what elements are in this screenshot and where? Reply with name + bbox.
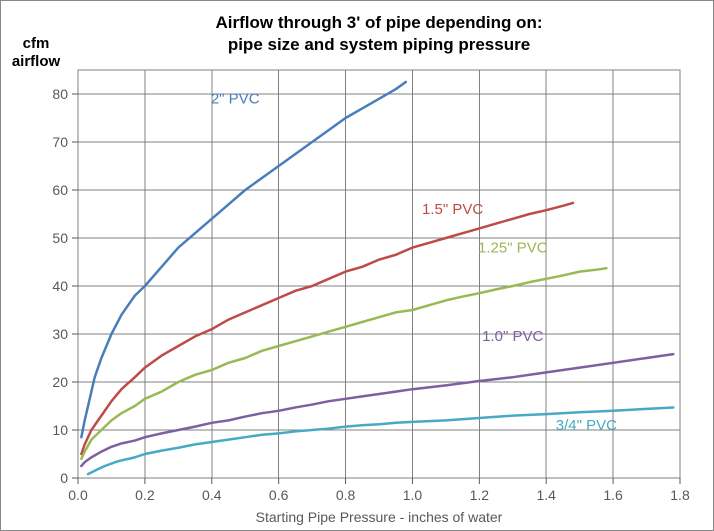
chart-title-line1: Airflow through 3' of pipe depending on:: [215, 13, 542, 32]
series-label: 2" PVC: [211, 91, 260, 108]
y-unit-line2: airflow: [12, 53, 61, 70]
x-tick-label: 1.0: [403, 487, 423, 503]
x-tick-label: 0.2: [135, 487, 155, 503]
x-axis-label: Starting Pipe Pressure - inches of water: [256, 509, 503, 525]
y-unit-line1: cfm: [23, 35, 50, 52]
y-tick-label: 80: [52, 86, 68, 102]
x-tick-label: 1.8: [670, 487, 690, 503]
y-tick-label: 10: [52, 422, 68, 438]
chart-svg: 0.0 0.2 0.4 0.6 0.8 1.0 1.2 1.4 1.6 1.8 0 10 20 30 40 5…: [0, 0, 714, 531]
series-label: 1.0" PVC: [482, 328, 543, 345]
x-tick-label: 0.8: [336, 487, 356, 503]
x-tick-label: 0.0: [68, 487, 88, 503]
y-tick-label: 20: [52, 374, 68, 390]
y-tick-label: 70: [52, 134, 68, 150]
series-label: 1.5" PVC: [422, 201, 483, 218]
y-tick-label: 0: [60, 470, 68, 486]
y-tick-label: 30: [52, 326, 68, 342]
chart-container: 0.0 0.2 0.4 0.6 0.8 1.0 1.2 1.4 1.6 1.8 0 10 20 30 40 5…: [0, 0, 714, 531]
y-tick-label: 40: [52, 278, 68, 294]
series-label: 1.25" PVC: [478, 239, 548, 256]
x-tick-label: 0.6: [269, 487, 289, 503]
x-tick-label: 1.4: [536, 487, 556, 503]
y-tick-label: 50: [52, 230, 68, 246]
y-tick-label: 60: [52, 182, 68, 198]
x-tick-label: 0.4: [202, 487, 222, 503]
x-tick-label: 1.2: [470, 487, 490, 503]
x-tick-label: 1.6: [603, 487, 623, 503]
chart-title-line2: pipe size and system piping pressure: [228, 35, 530, 54]
series-label: 3/4" PVC: [556, 417, 617, 434]
